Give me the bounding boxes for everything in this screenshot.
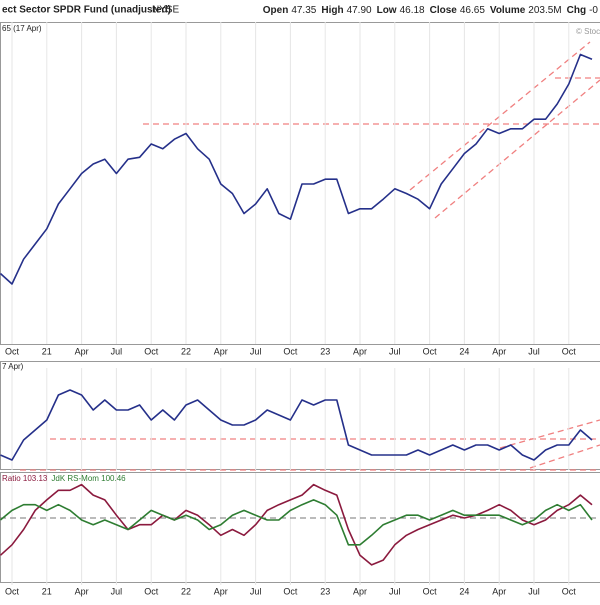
x-tick-label: 21: [42, 346, 52, 356]
x-tick-label: Oct: [423, 586, 438, 596]
x-tick-label: Jul: [250, 586, 262, 596]
watermark: © Stoc: [576, 27, 600, 36]
stat-value: 46.65: [460, 5, 485, 16]
x-tick-label: 24: [459, 586, 469, 596]
x-tick-label: Jul: [250, 346, 262, 356]
stat-label: Close: [430, 5, 458, 16]
x-tick-label: Oct: [5, 586, 20, 596]
x-tick-label: Oct: [562, 346, 577, 356]
x-tick-label: Apr: [214, 346, 228, 356]
x-tick-label: Oct: [5, 346, 20, 356]
stat-label: Open: [263, 5, 289, 16]
header: ect Sector SPDR Fund (unadjusted) NYSE O…: [2, 5, 598, 16]
stat-label: Chg: [567, 5, 586, 16]
legend-entry: JdK RS-Mom 100.46: [51, 474, 126, 483]
x-tick-label: Oct: [423, 346, 438, 356]
fund-title: ect Sector SPDR Fund (unadjusted): [2, 5, 171, 16]
x-tick-label: 22: [181, 346, 191, 356]
stat-value: -0: [589, 5, 598, 16]
legend-entry: Ratio 103.13: [2, 474, 48, 483]
x-tick-label: Oct: [144, 346, 159, 356]
x-tick-label: 23: [320, 346, 330, 356]
x-tick-label: Oct: [562, 586, 577, 596]
x-tick-label: Apr: [75, 586, 89, 596]
x-tick-label: Apr: [214, 586, 228, 596]
x-tick-label: Oct: [144, 586, 159, 596]
x-tick-label: Jul: [528, 346, 540, 356]
exchange: NYSE: [152, 5, 180, 16]
x-tick-label: 21: [42, 586, 52, 596]
x-tick-label: Oct: [283, 586, 298, 596]
x-tick-label: 22: [181, 586, 191, 596]
panel-title: 65 (17 Apr): [2, 24, 42, 33]
x-tick-label: Apr: [492, 586, 506, 596]
stat-value: 203.5M: [528, 5, 561, 16]
x-tick-label: 23: [320, 586, 330, 596]
x-tick-label: Apr: [353, 346, 367, 356]
x-tick-label: Jul: [528, 586, 540, 596]
stat-label: Volume: [490, 5, 526, 16]
x-tick-label: Jul: [111, 586, 123, 596]
x-tick-label: Oct: [283, 346, 298, 356]
x-tick-label: Jul: [389, 586, 401, 596]
x-tick-label: 24: [459, 346, 469, 356]
stat-label: Low: [377, 5, 397, 16]
x-tick-label: Apr: [353, 586, 367, 596]
x-tick-label: Jul: [389, 346, 401, 356]
stat-label: High: [321, 5, 343, 16]
x-tick-label: Apr: [75, 346, 89, 356]
panel-title: 7 Apr): [2, 362, 24, 371]
stat-value: 47.35: [291, 5, 316, 16]
stat-value: 47.90: [347, 5, 372, 16]
x-tick-label: Apr: [492, 346, 506, 356]
x-tick-label: Jul: [111, 346, 123, 356]
stat-value: 46.18: [400, 5, 425, 16]
